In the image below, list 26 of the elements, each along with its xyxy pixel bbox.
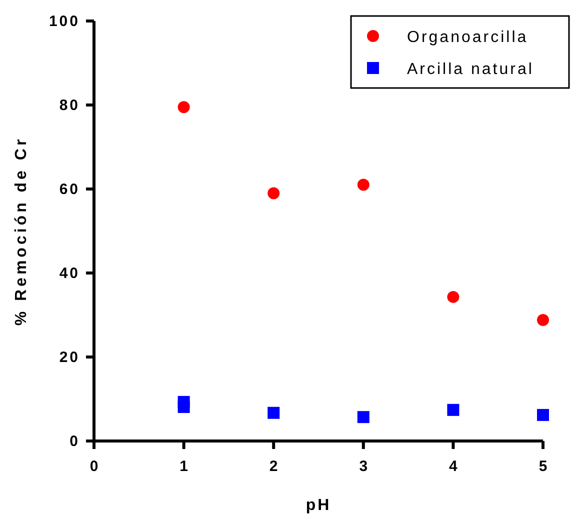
point bbox=[268, 406, 280, 419]
point bbox=[178, 400, 190, 413]
y-tick-label: 60 bbox=[59, 181, 80, 198]
x-tick-label: 1 bbox=[180, 458, 188, 475]
point bbox=[357, 411, 370, 424]
point bbox=[447, 404, 460, 416]
point bbox=[537, 408, 549, 421]
y-tick-label: 0 bbox=[70, 433, 80, 450]
x-tick-label: 2 bbox=[269, 458, 278, 475]
x-tick-label: 3 bbox=[359, 458, 368, 475]
x-tick-label: 0 bbox=[90, 458, 98, 475]
point bbox=[447, 290, 460, 303]
x-axis-title: pH bbox=[306, 497, 332, 514]
y-tick-label: 20 bbox=[59, 349, 80, 366]
legend-label: Organoarcilla bbox=[407, 29, 528, 46]
y-tick-label: 40 bbox=[59, 265, 80, 282]
point bbox=[537, 314, 549, 326]
point bbox=[178, 101, 190, 114]
x-tick-label: 5 bbox=[538, 458, 548, 475]
y-tick-label: 100 bbox=[48, 13, 80, 30]
y-tick-label: 80 bbox=[59, 97, 80, 114]
x-tick-label: 4 bbox=[449, 458, 458, 475]
point bbox=[357, 178, 370, 191]
legend-label: Arcilla natural bbox=[407, 61, 534, 78]
point bbox=[268, 187, 280, 200]
y-axis-title: % Remoción de Cr bbox=[13, 136, 30, 326]
